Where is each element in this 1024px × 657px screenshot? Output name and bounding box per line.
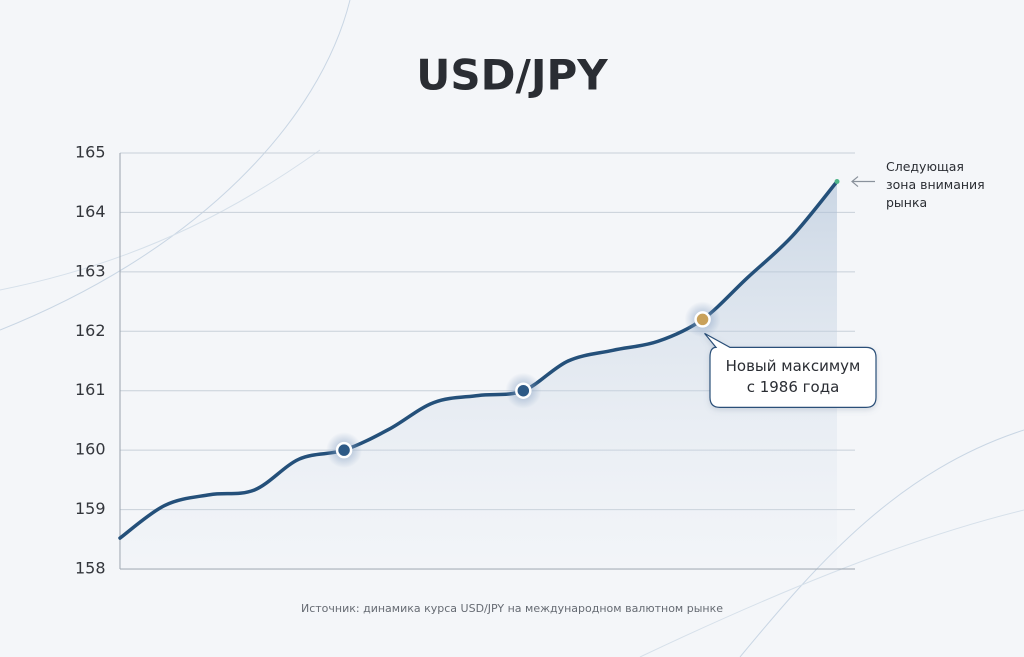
marker bbox=[694, 311, 711, 328]
marker bbox=[515, 382, 532, 399]
annotation-text: Следующая bbox=[886, 159, 964, 174]
annotation-text: Новый максимум bbox=[726, 357, 861, 375]
y-tick-label: 162 bbox=[75, 321, 106, 340]
decor bbox=[0, 149, 321, 291]
y-tick-label: 158 bbox=[75, 559, 106, 578]
annotation-text: зона внимания bbox=[886, 177, 985, 192]
y-tick-label: 164 bbox=[75, 202, 106, 221]
y-tick-label: 163 bbox=[75, 261, 106, 280]
marker bbox=[335, 441, 353, 459]
source: Источник: динамика курса USD/JPY на межд… bbox=[301, 602, 723, 615]
arrow bbox=[851, 176, 875, 187]
decor bbox=[739, 429, 1024, 657]
decor bbox=[639, 509, 1024, 657]
y-tick-label: 161 bbox=[75, 380, 106, 399]
annotation-text: с 1986 года bbox=[747, 378, 840, 396]
y-tick-label: 159 bbox=[75, 499, 106, 518]
decor bbox=[0, 0, 351, 331]
end-point bbox=[834, 179, 840, 185]
y-tick-label: 165 bbox=[75, 143, 106, 162]
chart-title: USD/JPY bbox=[416, 51, 608, 100]
callout-box bbox=[704, 332, 877, 408]
y-tick-label: 160 bbox=[75, 440, 106, 459]
callout bbox=[704, 332, 877, 408]
line bbox=[118, 179, 839, 540]
area bbox=[120, 181, 837, 570]
annotation-text: рынка bbox=[886, 195, 927, 210]
